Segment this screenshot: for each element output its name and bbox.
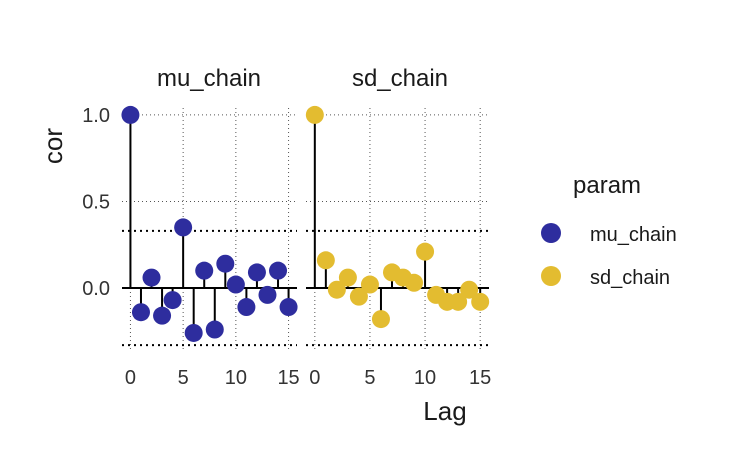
- acf-point: [460, 280, 479, 299]
- facet-title-mu-chain: mu_chain: [157, 65, 261, 92]
- acf-point: [279, 298, 298, 317]
- acf-point: [269, 261, 288, 280]
- x-tick-label: 15: [469, 367, 491, 389]
- acf-point: [174, 218, 193, 237]
- acf-point: [237, 298, 256, 317]
- x-tick-label: 5: [178, 367, 189, 389]
- acf-point: [131, 303, 150, 322]
- acf-point: [416, 242, 435, 261]
- legend-key-sd-chain: [541, 266, 561, 286]
- acf-point: [316, 251, 335, 270]
- acf-point: [184, 323, 203, 342]
- acf-point: [471, 292, 490, 311]
- acf-point: [205, 320, 224, 339]
- x-axis-title: Lag: [423, 396, 466, 426]
- facet-panel-sd-chain: 0 5 10 15: [305, 105, 491, 389]
- facet-title-sd-chain: sd_chain: [352, 65, 448, 92]
- acf-point: [216, 254, 235, 273]
- acf-point: [258, 285, 277, 304]
- x-tick-label: 0: [125, 367, 136, 389]
- x-tick-label: 10: [225, 367, 247, 389]
- legend-title: param: [573, 172, 641, 199]
- legend-label-mu-chain: mu_chain: [590, 224, 677, 246]
- acf-point: [349, 287, 368, 306]
- facet-panel-mu-chain: 0 5 10 15: [121, 105, 300, 389]
- x-tick-label: 10: [414, 367, 436, 389]
- acf-point: [142, 268, 161, 287]
- y-axis-title: cor: [38, 128, 68, 164]
- x-tick-label: 5: [364, 367, 375, 389]
- acf-point: [247, 263, 266, 282]
- acf-point: [163, 291, 182, 310]
- legend-key-mu-chain: [541, 223, 561, 243]
- acf-point: [305, 105, 324, 124]
- acf-point: [338, 268, 357, 287]
- legend: param mu_chain sd_chain: [541, 172, 677, 289]
- acf-point: [153, 306, 172, 325]
- legend-label-sd-chain: sd_chain: [590, 267, 670, 289]
- acf-point: [327, 280, 346, 299]
- y-tick-label: 0.0: [82, 278, 110, 300]
- acf-point: [121, 105, 140, 124]
- x-tick-label: 15: [277, 367, 299, 389]
- y-tick-label: 1.0: [82, 105, 110, 127]
- acf-point: [405, 273, 424, 292]
- x-tick-label: 0: [309, 367, 320, 389]
- acf-point: [226, 275, 245, 294]
- acf-point: [371, 310, 390, 329]
- acf-point: [449, 292, 468, 311]
- acf-point: [195, 261, 214, 280]
- acf-point: [360, 275, 379, 294]
- y-tick-label: 0.5: [82, 191, 110, 213]
